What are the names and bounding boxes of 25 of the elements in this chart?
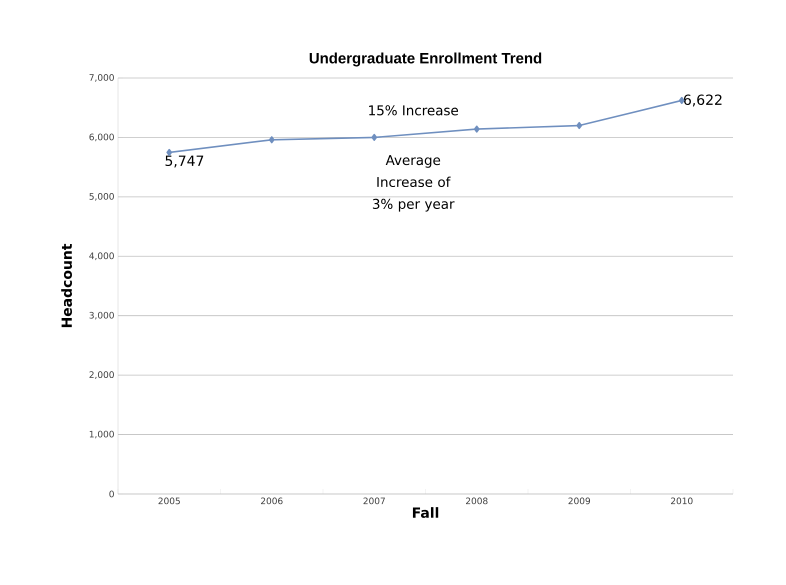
- y-tick-label: 5,000: [90, 192, 114, 201]
- y-tick-label: 2,000: [89, 371, 114, 379]
- point: [268, 136, 275, 144]
- annotation: Average Increase of 3% per year: [372, 155, 455, 212]
- y-tick-label: 6,000: [89, 134, 114, 142]
- y-tick-label: 0: [109, 490, 114, 498]
- chart-title: Undergraduate Enrollment Trend: [310, 52, 542, 66]
- y-tick-label: 3,000: [90, 312, 114, 320]
- x-tick-label: 2008: [466, 498, 488, 504]
- y-tick-label: 7,000: [90, 74, 114, 82]
- x-tick-label: 2005: [158, 498, 180, 504]
- x-tick-label: 2007: [364, 498, 385, 504]
- x-tick-label: 2006: [261, 498, 283, 504]
- data-label: 5,747: [166, 156, 204, 168]
- point: [576, 122, 582, 130]
- x-tick-label: 2009: [568, 498, 590, 504]
- annotation: 15% Increase: [369, 105, 458, 116]
- x-tick-label: 2010: [671, 498, 693, 504]
- y-tick-label: 1,000: [90, 430, 114, 438]
- y-tick-label: 4,000: [89, 252, 114, 260]
- y-axis-title: Headcount: [61, 244, 72, 328]
- point: [474, 126, 480, 133]
- x-axis-title: Fall: [412, 507, 438, 518]
- data-label: 6,622: [684, 94, 722, 106]
- point: [371, 134, 378, 141]
